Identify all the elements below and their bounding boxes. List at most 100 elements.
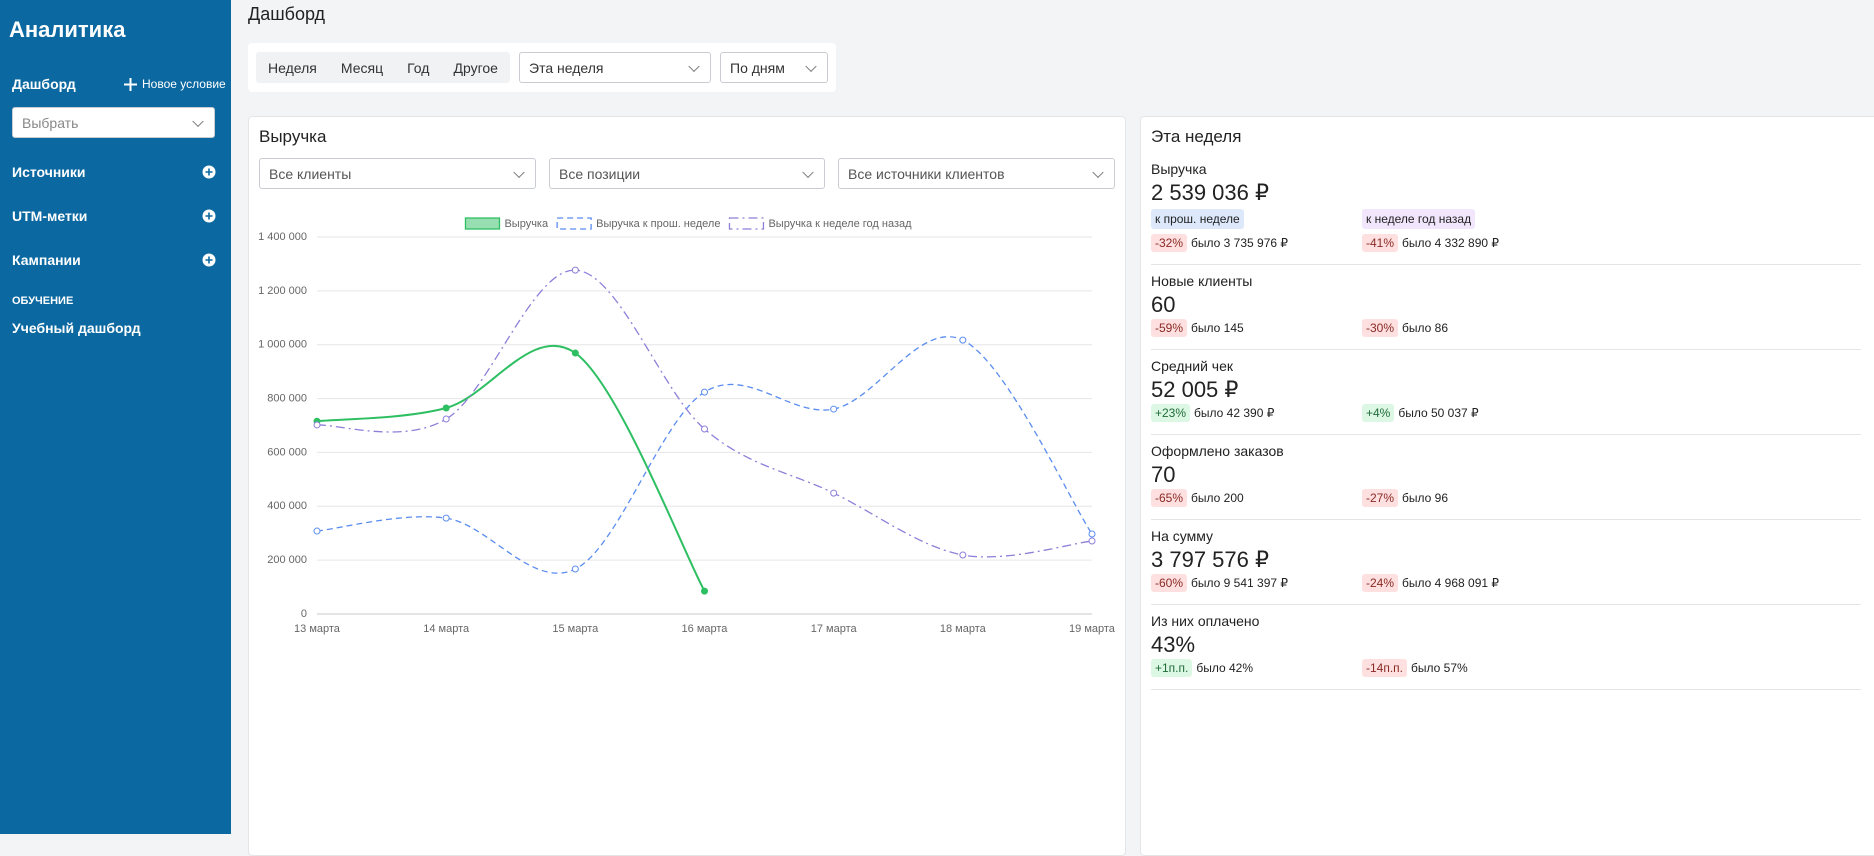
change-row: +1п.п. было 42% -14п.п. было 57%	[1151, 659, 1861, 679]
stat-item: Средний чек 52 005 ₽ +23% было 42 390 ₽ +4% б…	[1151, 350, 1861, 435]
previous-value: было 145	[1191, 321, 1244, 335]
change: -32% было 3 735 976 ₽	[1151, 234, 1288, 252]
change: -65% было 200	[1151, 489, 1244, 507]
sidebar-section[interactable]: Кампании	[0, 238, 231, 282]
learning-link[interactable]: Учебный дашборд	[12, 320, 141, 336]
select-placeholder: Выбрать	[22, 114, 79, 131]
point-marker	[830, 405, 838, 413]
change: +23% было 42 390 ₽	[1151, 404, 1274, 422]
point-marker	[830, 489, 838, 497]
add-icon	[202, 253, 216, 267]
change: -60% было 9 541 397 ₽	[1151, 574, 1288, 592]
delta-badge: -32%	[1151, 234, 1188, 252]
stat-item: Оформлено заказов 70 -65% было 200 -27% было …	[1151, 435, 1861, 520]
point-marker	[701, 388, 708, 396]
plus-icon	[124, 77, 137, 91]
filter-panel: Неделя Месяц Год Другое Эта неделя По дням	[248, 43, 836, 92]
x-tick-label: 19 марта	[1069, 623, 1116, 635]
new-condition-text: Новое условие	[142, 77, 226, 91]
stats-list: Выручка 2 539 036 ₽ к прош. неделе к неделе…	[1151, 153, 1861, 690]
previous-value: было 96	[1402, 491, 1449, 505]
change: +1п.п. было 42%	[1151, 659, 1253, 677]
learning-heading: ОБУЧЕНИЕ	[12, 295, 74, 307]
new-condition-button[interactable]: Новое условие	[124, 77, 226, 91]
y-tick-label: 1 400 000	[258, 231, 307, 243]
x-tick-label: 16 марта	[682, 623, 729, 635]
stat-label: Из них оплачено	[1151, 613, 1260, 629]
y-tick-label: 1 000 000	[258, 339, 307, 351]
stat-item: Новые клиенты 60 -59% было 145 -30% было 86	[1151, 265, 1861, 350]
add-icon-svg	[202, 165, 216, 179]
delta-badge: +4%	[1362, 404, 1395, 422]
x-tick-label: 15 марта	[552, 623, 599, 635]
stats-title: Эта неделя	[1151, 127, 1242, 146]
point-marker	[1088, 537, 1096, 545]
dashboard-select[interactable]: Выбрать	[12, 107, 215, 138]
legend-swatch	[728, 217, 765, 230]
period-button[interactable]: Неделя	[268, 59, 317, 76]
range-select[interactable]: Эта неделя	[519, 52, 711, 83]
period-button[interactable]: Месяц	[340, 59, 384, 76]
section-label: Источники	[12, 164, 86, 180]
previous-value: было 4 332 890 ₽	[1402, 236, 1500, 250]
series-line	[316, 336, 1093, 574]
delta-badge: -65%	[1151, 489, 1188, 507]
filter-text: Все клиенты	[269, 165, 352, 182]
compare-row: к прош. неделе к неделе год назад	[1151, 207, 1861, 234]
point-marker	[442, 415, 450, 423]
point-marker	[313, 421, 321, 429]
x-tick-label: 13 марта	[294, 623, 341, 635]
stat-value: 70	[1151, 462, 1176, 487]
filter-text: Все позиции	[559, 165, 641, 182]
period-button[interactable]: Другое	[453, 59, 498, 76]
legend-label: Выручка	[504, 218, 549, 230]
delta-badge: -59%	[1151, 319, 1188, 337]
point-marker	[442, 404, 450, 412]
change: -59% было 145	[1151, 319, 1244, 337]
delta-badge: -30%	[1362, 319, 1399, 337]
point-marker	[701, 425, 708, 433]
y-tick-label: 0	[301, 608, 307, 620]
period-button[interactable]: Год	[407, 59, 430, 76]
legend-swatch	[464, 217, 501, 230]
sidebar-section[interactable]: Источники	[0, 150, 231, 194]
previous-value: было 4 968 091 ₽	[1402, 576, 1500, 590]
add-icon-svg	[202, 253, 216, 267]
line-chart: 0 200 000 400 000 600 000 800 000 1 000 000 1 …	[258, 217, 1116, 635]
y-tick-label: 200 000	[267, 554, 307, 566]
stat-item: На сумму 3 797 576 ₽ -60% было 9 541 397 ₽ -…	[1151, 520, 1861, 605]
previous-value: было 200	[1191, 491, 1244, 505]
point-marker	[1088, 530, 1096, 538]
previous-value: было 42%	[1196, 661, 1254, 675]
previous-value: было 9 541 397 ₽	[1191, 576, 1289, 590]
x-tick-label: 18 марта	[940, 623, 987, 635]
change-row: +23% было 42 390 ₽ +4% было 50 037 ₽	[1151, 404, 1861, 424]
chart-filter-select[interactable]: Все позиции	[549, 158, 825, 189]
stat-label: На сумму	[1151, 528, 1214, 544]
sidebar: Аналитика Дашборд Новое условие Выбрать …	[0, 0, 231, 834]
grouping-select[interactable]: По дням	[720, 52, 828, 83]
previous-value: было 57%	[1411, 661, 1468, 675]
stat-value: 52 005 ₽	[1151, 377, 1239, 402]
change: -30% было 86	[1362, 319, 1448, 337]
change: -24% было 4 968 091 ₽	[1362, 574, 1499, 592]
add-icon-svg	[202, 209, 216, 223]
x-tick-label: 17 марта	[811, 623, 858, 635]
filter-text: Все источники клиентов	[848, 165, 1005, 182]
stat-item: Из них оплачено 43% +1п.п. было 42% -14п.п. б…	[1151, 605, 1861, 690]
stat-value: 43%	[1151, 632, 1196, 657]
page: Аналитика Дашборд Новое условие Выбрать …	[0, 0, 1874, 834]
y-tick-label: 400 000	[267, 500, 307, 512]
sidebar-section[interactable]: UTM-метки	[0, 194, 231, 238]
point-marker	[959, 551, 967, 559]
chart-filter-select[interactable]: Все источники клиентов	[838, 158, 1115, 189]
stat-label: Оформлено заказов	[1151, 443, 1284, 459]
chart-filter-select[interactable]: Все клиенты	[259, 158, 536, 189]
compare-label: к неделе год назад	[1362, 209, 1476, 229]
change: +4% было 50 037 ₽	[1362, 404, 1479, 422]
stats-card: Эта неделя Выручка 2 539 036 ₽ к прош. нед…	[1140, 116, 1874, 856]
series-line	[316, 269, 1093, 558]
add-icon	[202, 165, 216, 179]
previous-value: было 42 390 ₽	[1194, 406, 1275, 420]
y-tick-label: 600 000	[267, 446, 307, 458]
